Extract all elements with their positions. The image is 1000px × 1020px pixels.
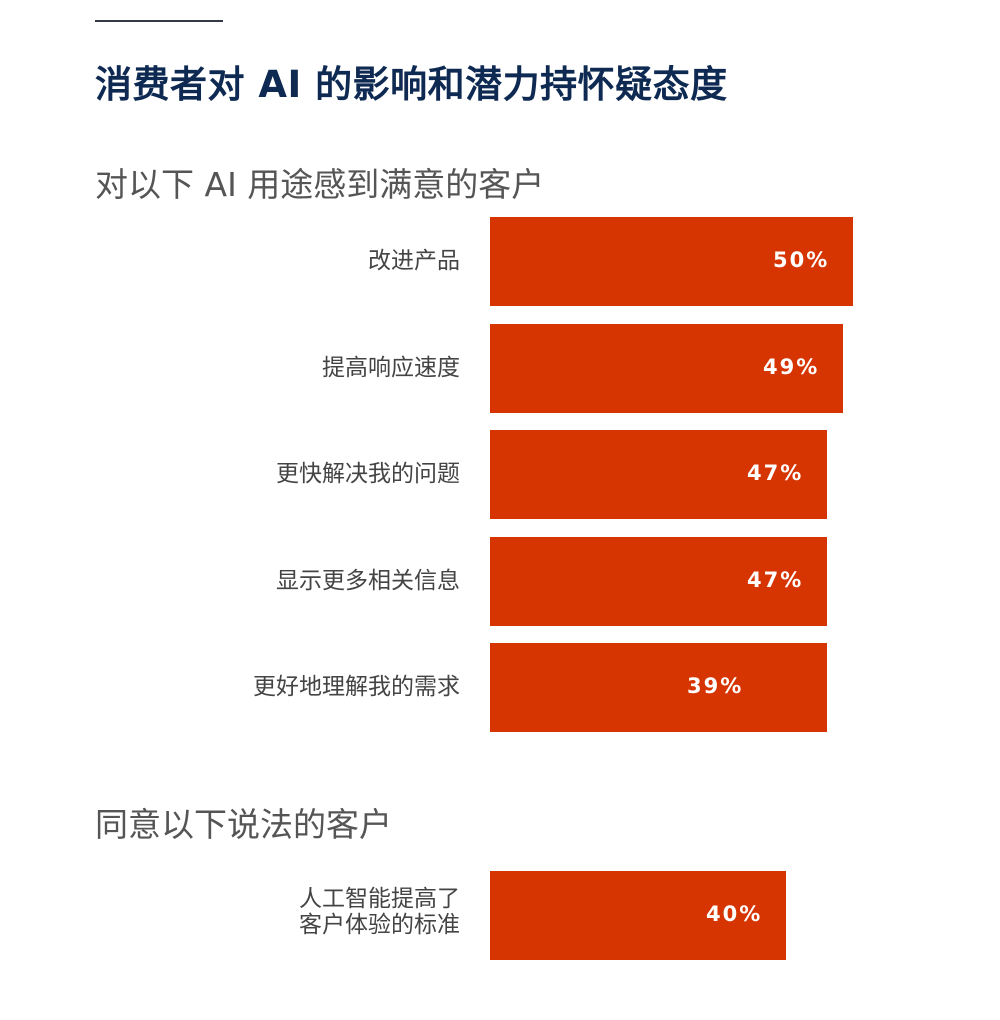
section-title-satisfied: 对以下 AI 用途感到满意的客户: [95, 165, 545, 204]
category-label-line: 人工智能提高了: [299, 886, 460, 912]
category-label: 提高响应速度: [322, 354, 460, 381]
category-label: 改进产品: [368, 248, 460, 274]
value-label: 49%: [763, 354, 820, 379]
value-label: 39%: [687, 674, 744, 698]
value-label: 47%: [747, 461, 804, 485]
value-label: 47%: [747, 567, 804, 592]
bar: [490, 217, 853, 306]
value-label: 50%: [773, 248, 830, 272]
value-label: 40%: [706, 902, 763, 926]
category-label-line: 客户体验的标准: [299, 912, 460, 939]
bar: [490, 871, 786, 960]
bar: [490, 536, 827, 626]
category-label: 更快解决我的问题: [276, 461, 460, 487]
category-label: 人工智能提高了 客户体验的标准: [299, 886, 460, 939]
chart-title: 消费者对 AI 的影响和潜力持怀疑态度: [95, 63, 728, 106]
bar: [490, 323, 843, 413]
bar: [490, 430, 827, 519]
satisfaction-bar-chart: 改进产品 50% 提高响应速度 49% 更快解决我的问题 47% 显示更多相关信息 47% 更好…: [253, 217, 853, 732]
bar: [490, 643, 827, 732]
top-rule: [95, 20, 223, 22]
category-label: 显示更多相关信息: [276, 567, 460, 594]
section-title-agree: 同意以下说法的客户: [95, 805, 392, 844]
category-label: 更好地理解我的需求: [253, 674, 460, 700]
